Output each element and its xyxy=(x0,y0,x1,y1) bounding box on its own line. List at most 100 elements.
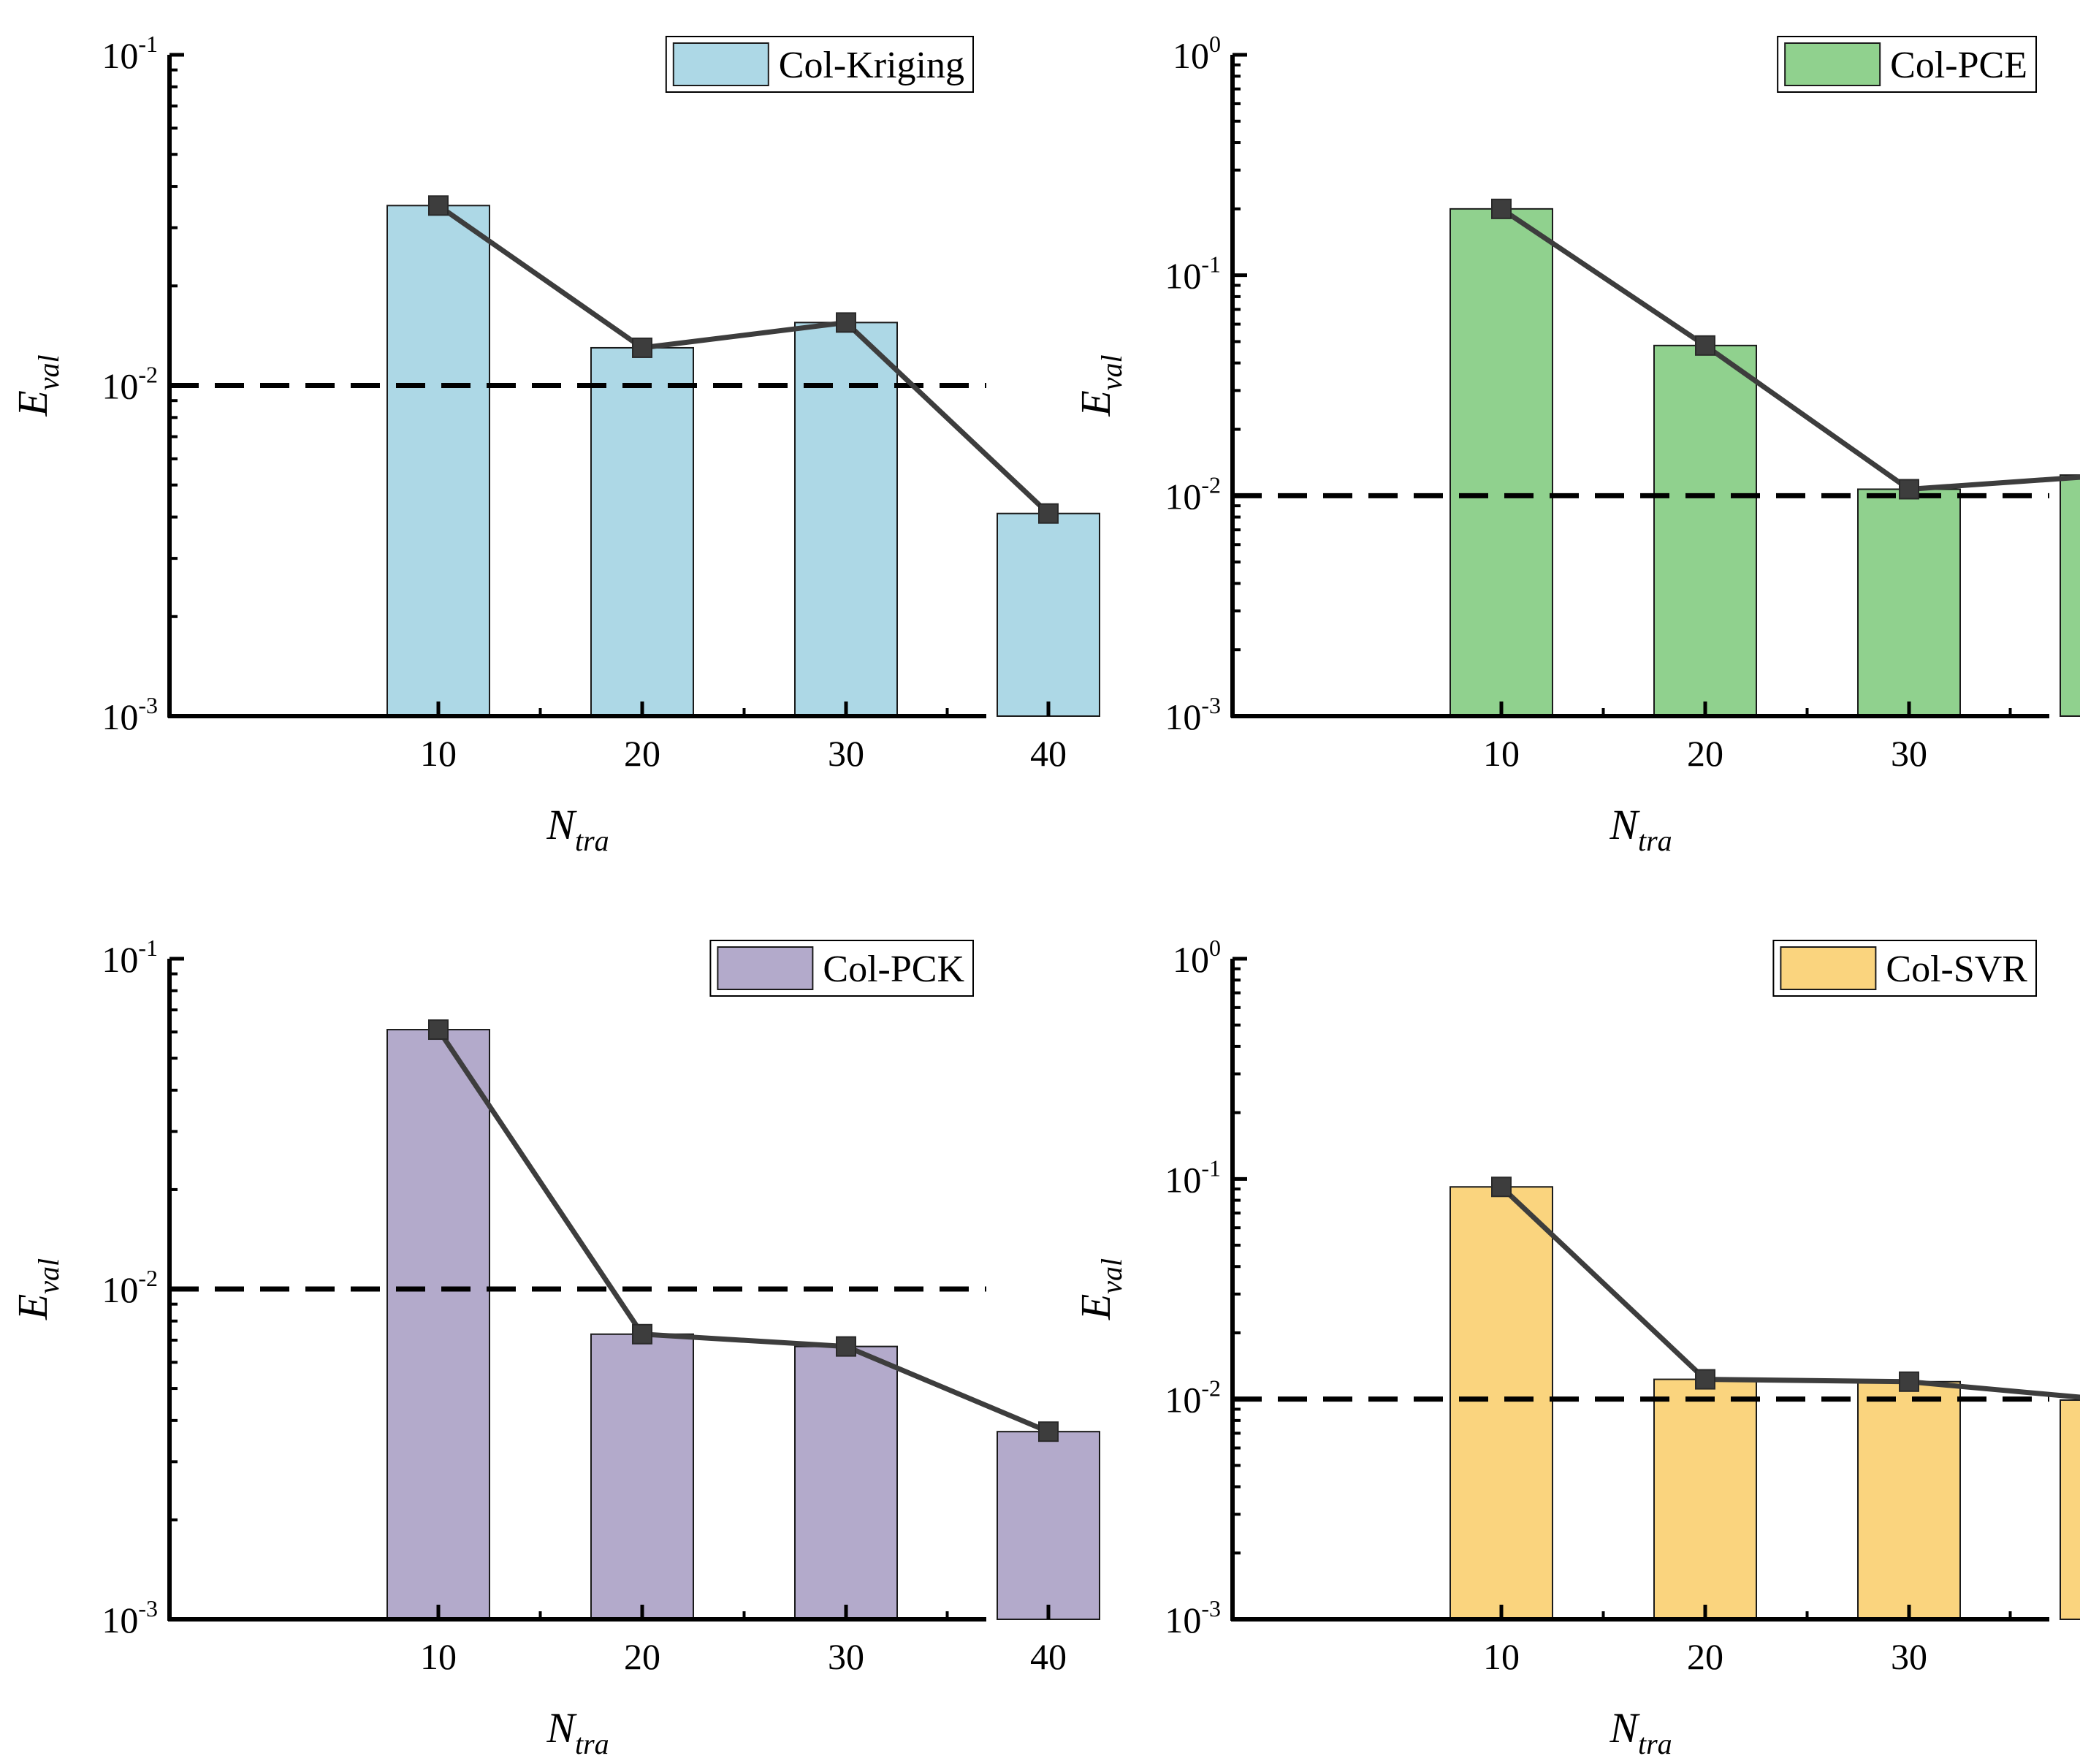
x-axis-title-main: N xyxy=(1609,1704,1640,1752)
bar-20 xyxy=(1653,344,1757,717)
x-tick-label: 20 xyxy=(624,733,660,774)
series-line xyxy=(436,203,1051,516)
data-point-30 xyxy=(1899,1371,1919,1392)
y-tick-exponent: -1 xyxy=(138,31,158,57)
y-tick-exponent: 0 xyxy=(1209,935,1221,961)
bar-30 xyxy=(794,322,898,718)
y-tick-base: 10 xyxy=(1165,476,1201,517)
x-axis-title-sub: tra xyxy=(575,1727,609,1760)
x-axis-title: Ntra xyxy=(1609,1704,1672,1760)
y-tick-label: 10-2 xyxy=(1165,471,1221,517)
y-tick-exponent: -3 xyxy=(1201,692,1221,718)
data-point-10 xyxy=(1491,1176,1512,1198)
y-tick-label: 10-3 xyxy=(102,1595,158,1641)
x-tick-label: 30 xyxy=(828,1636,864,1677)
y-axis-title-main: E xyxy=(1072,390,1119,417)
bar-40 xyxy=(2060,1399,2080,1620)
data-point-30 xyxy=(1899,479,1919,500)
data-point-30 xyxy=(836,312,856,333)
y-tick-label: 10-3 xyxy=(102,692,158,737)
y-tick-base: 10 xyxy=(102,366,138,407)
y-tick-base: 10 xyxy=(1173,35,1209,76)
bar-40 xyxy=(997,1431,1100,1621)
legend-label: Col-PCK xyxy=(823,948,964,990)
y-tick-base: 10 xyxy=(1165,696,1201,737)
bar-30 xyxy=(1857,488,1961,717)
y-tick-label: 10-2 xyxy=(102,362,158,407)
legend-swatch xyxy=(1780,946,1877,990)
x-tick-label: 10 xyxy=(420,733,457,774)
y-tick-exponent: -1 xyxy=(1201,1155,1221,1181)
y-axis-title-sub: val xyxy=(32,1258,65,1294)
y-tick-label: 100 xyxy=(1173,935,1221,980)
series-line xyxy=(436,1028,1050,1434)
y-tick-exponent: -3 xyxy=(1201,1595,1221,1622)
y-tick-exponent: -2 xyxy=(1201,471,1221,498)
bar-30 xyxy=(1857,1380,1961,1621)
data-point-20 xyxy=(632,337,652,358)
y-axis-title: Eval xyxy=(9,354,65,417)
data-point-30 xyxy=(836,1336,856,1357)
y-axis-title: Eval xyxy=(9,1258,65,1320)
bar-10 xyxy=(386,205,490,717)
chart-panel-col-svr: 10-310-210-110010203040NtraEvalCol-SVR xyxy=(1072,935,2080,1760)
x-axis-title: Ntra xyxy=(546,801,609,857)
y-tick-label: 10-3 xyxy=(1165,692,1221,737)
legend-label: Col-Kriging xyxy=(779,45,964,86)
y-axis-title-sub: val xyxy=(1095,354,1128,390)
y-axis-title: Eval xyxy=(1072,1258,1128,1320)
y-axis-title-sub: val xyxy=(1095,1258,1128,1294)
x-tick-label: 40 xyxy=(1030,1636,1067,1677)
x-tick-label: 10 xyxy=(1483,733,1520,774)
legend: Col-PCK xyxy=(709,940,974,997)
y-tick-base: 10 xyxy=(1165,1600,1201,1641)
y-tick-exponent: -2 xyxy=(138,362,158,388)
y-tick-label: 10-1 xyxy=(1165,251,1221,297)
x-tick-label: 30 xyxy=(828,733,864,774)
y-tick-label: 10-2 xyxy=(1165,1375,1221,1421)
legend: Col-PCE xyxy=(1777,36,2037,93)
data-point-10 xyxy=(428,1019,449,1041)
x-tick-label: 30 xyxy=(1891,733,1927,774)
legend-swatch xyxy=(672,42,769,86)
legend-label: Col-SVR xyxy=(1886,948,2027,990)
y-tick-base: 10 xyxy=(102,1600,138,1641)
y-tick-exponent: -1 xyxy=(1201,251,1221,278)
y-axis-title-main: E xyxy=(1072,1294,1119,1320)
bar-10 xyxy=(386,1029,490,1620)
y-tick-exponent: -3 xyxy=(138,692,158,718)
y-tick-exponent: -1 xyxy=(138,935,158,961)
bar-20 xyxy=(590,1333,694,1620)
bar-40 xyxy=(997,512,1100,718)
legend-label: Col-PCE xyxy=(1890,45,2027,86)
data-point-10 xyxy=(428,195,449,216)
y-tick-label: 10-1 xyxy=(102,31,158,76)
bar-20 xyxy=(590,346,694,717)
x-axis-title-main: N xyxy=(546,801,577,848)
y-tick-label: 100 xyxy=(1173,31,1221,76)
y-tick-label: 10-2 xyxy=(102,1265,158,1310)
y-tick-base: 10 xyxy=(102,696,138,737)
x-tick-label: 20 xyxy=(624,1636,660,1677)
series-line xyxy=(1500,206,2080,492)
x-tick-label: 10 xyxy=(1483,1636,1520,1677)
x-axis-title-main: N xyxy=(546,1704,577,1752)
y-axis-title-main: E xyxy=(9,390,56,417)
y-tick-base: 10 xyxy=(1165,1159,1201,1200)
y-axis-title: Eval xyxy=(1072,354,1128,417)
legend-swatch xyxy=(717,946,814,990)
y-tick-exponent: 0 xyxy=(1209,31,1221,57)
legend: Col-Kriging xyxy=(665,36,974,93)
data-point-40 xyxy=(1038,503,1059,524)
y-tick-exponent: -2 xyxy=(1201,1375,1221,1402)
y-tick-base: 10 xyxy=(1165,256,1201,297)
bar-10 xyxy=(1449,1186,1553,1620)
bar-30 xyxy=(794,1345,898,1620)
y-tick-base: 10 xyxy=(1165,1380,1201,1421)
y-tick-exponent: -3 xyxy=(138,1595,158,1622)
data-point-20 xyxy=(1695,335,1715,356)
x-tick-label: 20 xyxy=(1687,733,1723,774)
y-axis-title-main: E xyxy=(9,1294,56,1320)
